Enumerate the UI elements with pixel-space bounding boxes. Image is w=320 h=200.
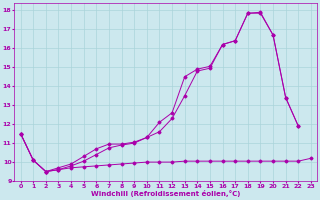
X-axis label: Windchill (Refroidissement éolien,°C): Windchill (Refroidissement éolien,°C): [91, 190, 240, 197]
